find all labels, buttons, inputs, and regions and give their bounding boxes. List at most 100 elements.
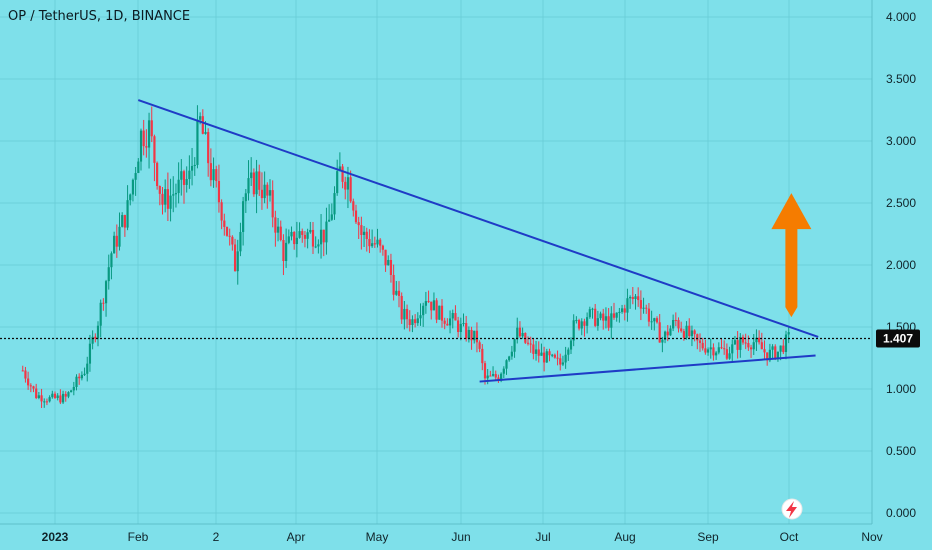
candle-body	[94, 336, 97, 339]
candle-body	[373, 243, 376, 245]
time-tick-label: Nov	[861, 530, 882, 544]
candle-body	[508, 356, 511, 361]
time-tick-label: Apr	[287, 530, 306, 544]
time-tick-label: May	[366, 530, 389, 544]
candle-body	[83, 373, 86, 375]
candle-body	[510, 351, 513, 357]
time-axis[interactable]: 2023 Feb 2 Apr May Jun Jul Aug Sep Oct Nov	[0, 523, 883, 544]
candle-body	[389, 259, 393, 275]
candle-body	[233, 244, 237, 272]
candle-body	[228, 235, 231, 237]
symbol-title: OP / TetherUS, 1D, BINANCE	[8, 9, 191, 24]
candle-body	[115, 235, 118, 247]
candle-body	[381, 245, 384, 250]
candle-body	[682, 331, 685, 338]
candle-body	[260, 189, 264, 199]
candle-body	[215, 169, 218, 182]
candle-body	[752, 342, 755, 350]
candle-body	[80, 374, 83, 379]
candle-body	[411, 319, 414, 326]
candle-body	[502, 368, 505, 374]
candle-body	[53, 393, 57, 399]
candle-body	[639, 300, 642, 309]
candle-body	[435, 300, 438, 320]
candle-body	[201, 116, 204, 134]
candle-body	[462, 323, 465, 325]
candle-body	[142, 130, 145, 147]
candle-body	[225, 226, 229, 236]
candle-body	[556, 357, 559, 359]
candle-body	[685, 325, 688, 338]
candle-body	[712, 347, 715, 356]
candle-body	[551, 354, 554, 356]
candle-body	[766, 352, 769, 361]
candle-body	[422, 305, 425, 316]
candle-body	[29, 385, 32, 387]
candle-body	[64, 393, 67, 397]
candle-body	[755, 337, 758, 343]
candle-body	[43, 401, 46, 403]
candle-body	[400, 295, 403, 320]
candle-body	[500, 373, 503, 381]
candle-body	[271, 190, 274, 218]
candle-body	[489, 375, 492, 377]
candle-body	[787, 332, 790, 335]
candle-body	[37, 395, 40, 399]
current-price-label: 1.407	[883, 332, 913, 346]
candle-body	[416, 318, 419, 324]
candle-body	[139, 130, 143, 162]
price-axis[interactable]: 4.0003.5003.0002.5002.0001.5001.0000.500…	[871, 0, 920, 524]
candle-body	[599, 313, 602, 319]
candle-body	[696, 334, 699, 341]
candle-body	[457, 320, 460, 332]
candle-body	[91, 336, 94, 344]
candle-body	[357, 222, 360, 226]
candle-body	[303, 234, 307, 239]
time-tick-label: Jun	[451, 530, 470, 544]
candle-body	[86, 363, 89, 374]
candle-body	[306, 232, 309, 239]
candle-body	[580, 321, 583, 329]
price-tick-label: 3.500	[886, 72, 916, 86]
candle-body	[615, 312, 618, 318]
current-price-tag	[876, 329, 920, 348]
time-tick-label: 2	[213, 530, 220, 544]
candle-body	[209, 163, 212, 181]
flash-icon-bolt	[786, 501, 797, 518]
candle-body	[379, 239, 382, 246]
candle-body	[690, 330, 694, 337]
trendline-resistance[interactable]	[137, 99, 819, 338]
candle-body	[723, 348, 726, 350]
candle-body	[118, 226, 121, 247]
flash-icon[interactable]	[781, 498, 803, 520]
candle-body	[443, 320, 446, 324]
candle-body	[255, 171, 258, 195]
candle-body	[620, 308, 624, 312]
candle-body	[298, 231, 301, 238]
candle-body	[301, 231, 304, 235]
trendlines	[137, 99, 819, 383]
candle-body	[161, 193, 164, 205]
candle-body	[741, 336, 745, 343]
candle-body	[733, 340, 737, 345]
candle-body	[204, 132, 207, 134]
candle-body	[725, 349, 728, 359]
time-tick-label: Oct	[780, 530, 799, 544]
candle-body	[137, 161, 140, 174]
candle-body	[424, 301, 427, 306]
candle-body	[207, 132, 210, 164]
candle-body	[51, 393, 54, 398]
candle-body	[647, 308, 651, 322]
candle-body	[40, 395, 43, 402]
candle-body	[604, 316, 608, 321]
candle-body	[158, 185, 161, 194]
candle-body	[739, 336, 742, 350]
candle-body	[631, 296, 634, 300]
up-arrow-icon	[771, 193, 812, 318]
candle-body	[473, 330, 476, 341]
trendline-support[interactable]	[479, 354, 816, 383]
candle-body	[438, 305, 441, 320]
candle-body	[612, 313, 616, 318]
candle-body	[27, 378, 30, 386]
